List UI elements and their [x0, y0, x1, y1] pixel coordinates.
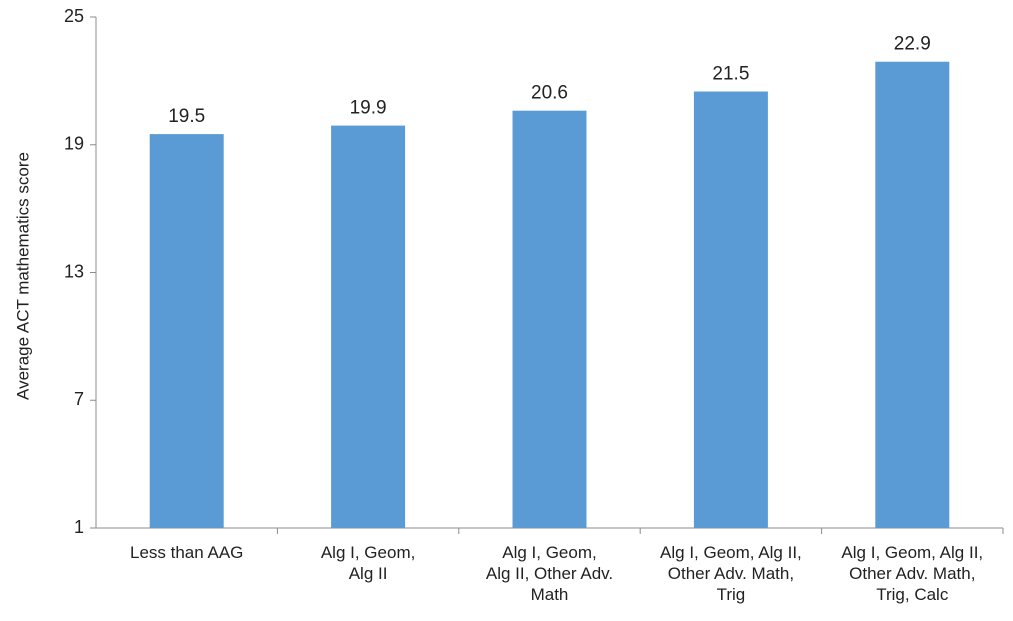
y-tick-label: 1	[74, 517, 84, 537]
bar	[694, 92, 768, 528]
category-label: Alg I, Geom, Alg II, Other Adv. Math	[486, 543, 613, 604]
data-label: 20.6	[531, 83, 568, 104]
category-label: Alg I, Geom, Alg II, Other Adv. Math, Trig	[660, 543, 802, 604]
data-label: 19.9	[350, 98, 387, 119]
y-tick-label: 7	[74, 389, 84, 409]
bar	[513, 111, 587, 528]
data-label: 19.5	[168, 106, 205, 127]
y-axis-title: Average ACT mathematics score	[13, 152, 32, 400]
y-tick-label: 25	[64, 6, 84, 26]
y-tick-label: 13	[64, 261, 84, 281]
data-label: 22.9	[894, 34, 931, 55]
y-tick-label: 19	[64, 134, 84, 154]
bar	[150, 134, 224, 528]
bar	[331, 126, 405, 528]
category-label: Alg I, Geom, Alg II, Other Adv. Math, Trig…	[841, 543, 983, 604]
bar	[875, 62, 949, 528]
category-label: Less than AAG	[130, 543, 243, 562]
bars	[150, 62, 950, 528]
data-label: 21.5	[712, 64, 749, 85]
category-label: Alg I, Geom, Alg II	[321, 543, 415, 583]
